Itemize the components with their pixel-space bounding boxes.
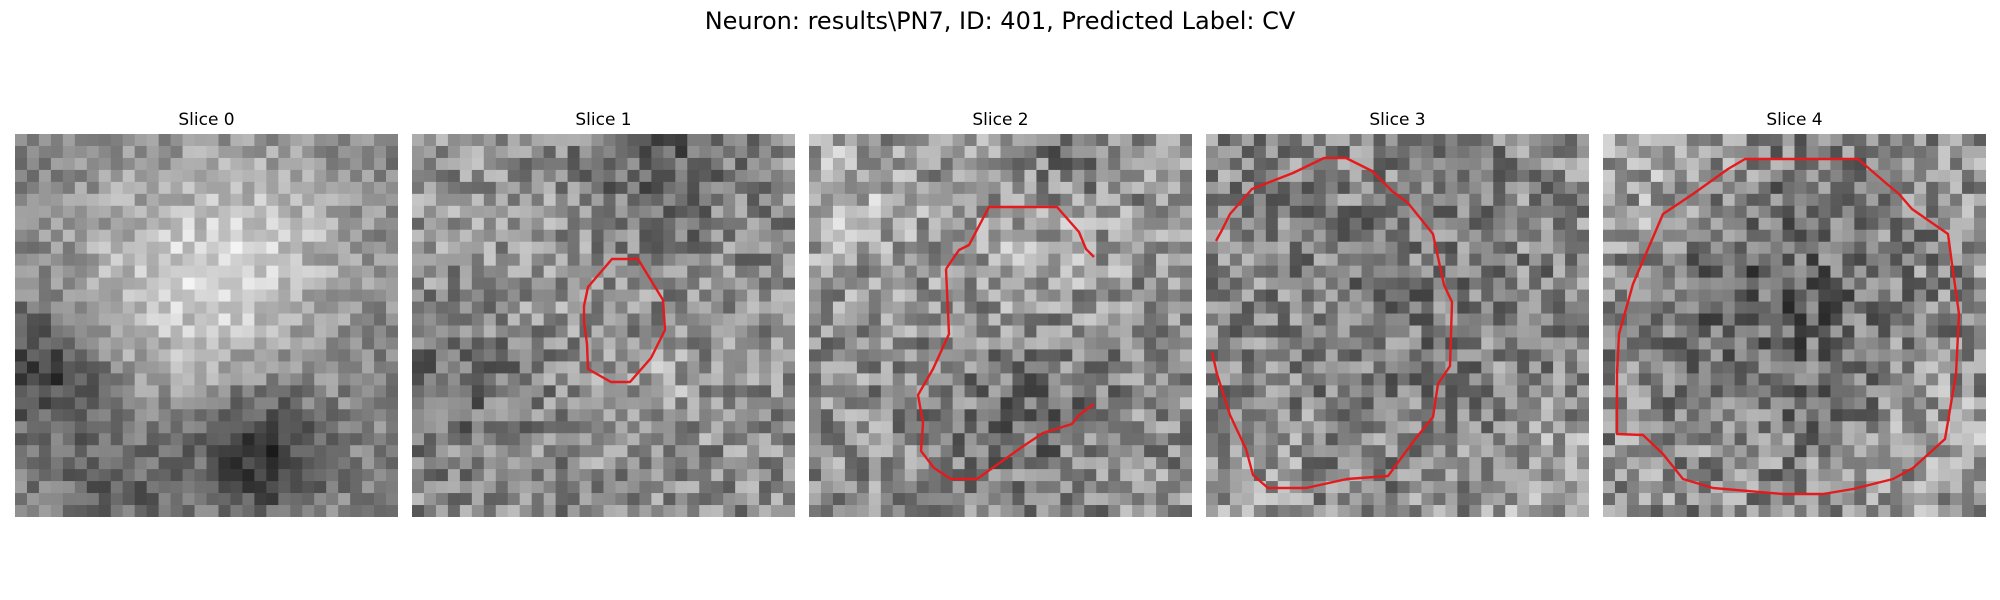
- panel-title-slice-0: Slice 0: [178, 110, 235, 130]
- slice-image-4: [1603, 134, 1986, 517]
- panel-title-slice-1: Slice 1: [575, 110, 632, 130]
- cell-contour-slice-2-segment: [916, 268, 1095, 481]
- figure-title: Neuron: results\PN7, ID: 401, Predicted …: [704, 7, 1296, 35]
- slice-image-0: [15, 134, 398, 517]
- panel-title-slice-3: Slice 3: [1369, 110, 1426, 130]
- slice-image-3: [1206, 134, 1589, 517]
- slice-image-1: [412, 134, 795, 517]
- cell-contour-slice-2: [945, 205, 1095, 270]
- cell-contour-slice-3: [1210, 156, 1454, 490]
- slice-image-3-svg: [1206, 134, 1589, 517]
- slice-image-0-svg: [15, 134, 398, 517]
- panel-title-slice-2: Slice 2: [972, 110, 1029, 130]
- slice-image-1-svg: [412, 134, 795, 517]
- cell-contour-slice-4: [1615, 157, 1961, 496]
- slice-image-2: [809, 134, 1192, 517]
- cell-contour-slice-1: [582, 257, 667, 384]
- panel-title-slice-4: Slice 4: [1766, 110, 1823, 130]
- slice-image-4-svg: [1603, 134, 1986, 517]
- slice-image-2-svg: [809, 134, 1192, 517]
